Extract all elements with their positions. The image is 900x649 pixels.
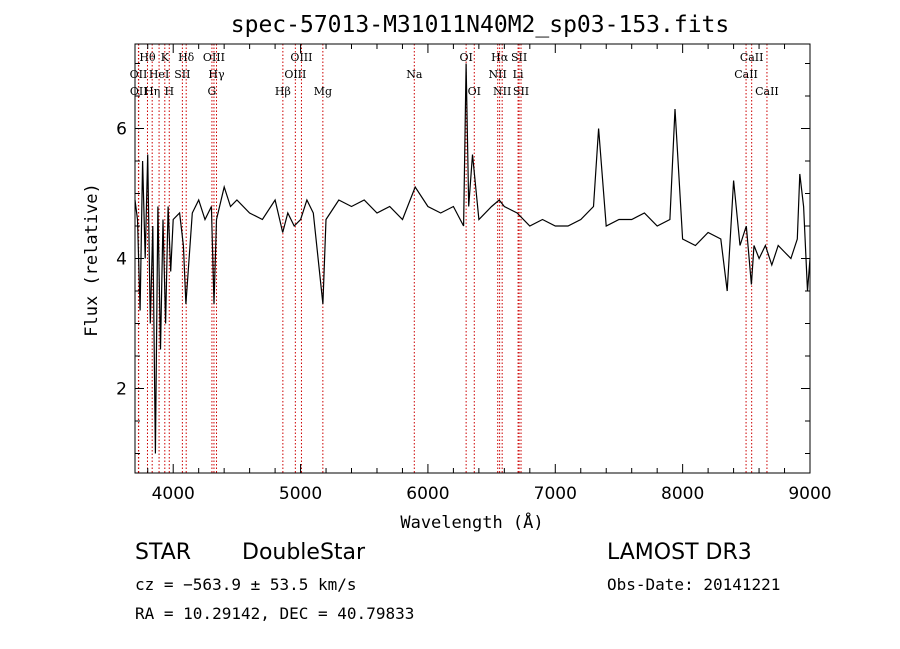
y-axis: 2 4 6 xyxy=(116,63,810,454)
marker-label: Mg xyxy=(314,85,332,98)
marker-label: CaII xyxy=(734,68,758,81)
marker-label: SII xyxy=(513,85,529,98)
x-tick-label: 8000 xyxy=(661,484,704,504)
survey-name: LAMOST DR3 xyxy=(607,540,752,565)
marker-label: NII xyxy=(489,68,507,81)
marker-label: OIII xyxy=(290,51,312,64)
plot-frame xyxy=(134,43,811,474)
marker-label: Hγ xyxy=(208,68,225,81)
marker-label: K xyxy=(161,51,170,64)
marker-label: Hη xyxy=(144,85,160,98)
x-tick-label: 9000 xyxy=(788,484,831,504)
x-tick-label: 7000 xyxy=(534,484,577,504)
y-axis-label: Flux (relative) xyxy=(82,183,102,337)
marker-label: CaII xyxy=(755,85,779,98)
marker-label: Hθ xyxy=(139,51,156,64)
marker-label: Hα xyxy=(491,51,509,64)
marker-label: SII xyxy=(511,51,527,64)
y-tick-label: 6 xyxy=(116,120,127,140)
marker-label: SII xyxy=(174,68,190,81)
marker-label: OI xyxy=(468,85,481,98)
y-tick-label: 2 xyxy=(116,380,127,400)
redshift-velocity: cz = −563.9 ± 53.5 km/s xyxy=(135,575,357,594)
observation-date: Obs-Date: 20141221 xyxy=(607,575,780,594)
x-tick-label: 5000 xyxy=(279,484,322,504)
chart-title: spec-57013-M31011N40M2_sp03-153.fits xyxy=(231,12,730,38)
x-tick-label: 6000 xyxy=(406,484,449,504)
marker-lines xyxy=(137,44,768,473)
marker-label: OII xyxy=(130,85,148,98)
sky-coordinates: RA = 10.29142, DEC = 40.79833 xyxy=(135,604,414,623)
marker-label: Hβ xyxy=(275,85,291,98)
marker-labels: OIIOIIHθHηHeIKHSIIHδGOIIIHγHβOIIIOIIIMgN… xyxy=(130,51,779,98)
x-axis-label: Wavelength (Å) xyxy=(400,511,543,533)
object-class: STAR xyxy=(135,540,191,565)
spectrum-line xyxy=(134,63,811,454)
marker-label: OI xyxy=(459,51,472,64)
marker-label: HeI xyxy=(149,68,169,81)
marker-label: CaII xyxy=(740,51,764,64)
marker-label: H xyxy=(164,85,174,98)
marker-label: NII xyxy=(493,85,511,98)
marker-label: OII xyxy=(130,68,148,81)
y-tick-label: 4 xyxy=(116,250,127,270)
marker-label: G xyxy=(208,85,217,98)
marker-label: Hδ xyxy=(178,51,195,64)
marker-label: OIII xyxy=(203,51,225,64)
x-axis: 4000 5000 6000 7000 8000 9000 xyxy=(147,44,832,504)
marker-label: Li xyxy=(513,68,524,81)
marker-label: Na xyxy=(406,68,423,81)
marker-label: OIII xyxy=(284,68,306,81)
x-tick-label: 4000 xyxy=(152,484,195,504)
object-subclass: DoubleStar xyxy=(242,540,366,565)
